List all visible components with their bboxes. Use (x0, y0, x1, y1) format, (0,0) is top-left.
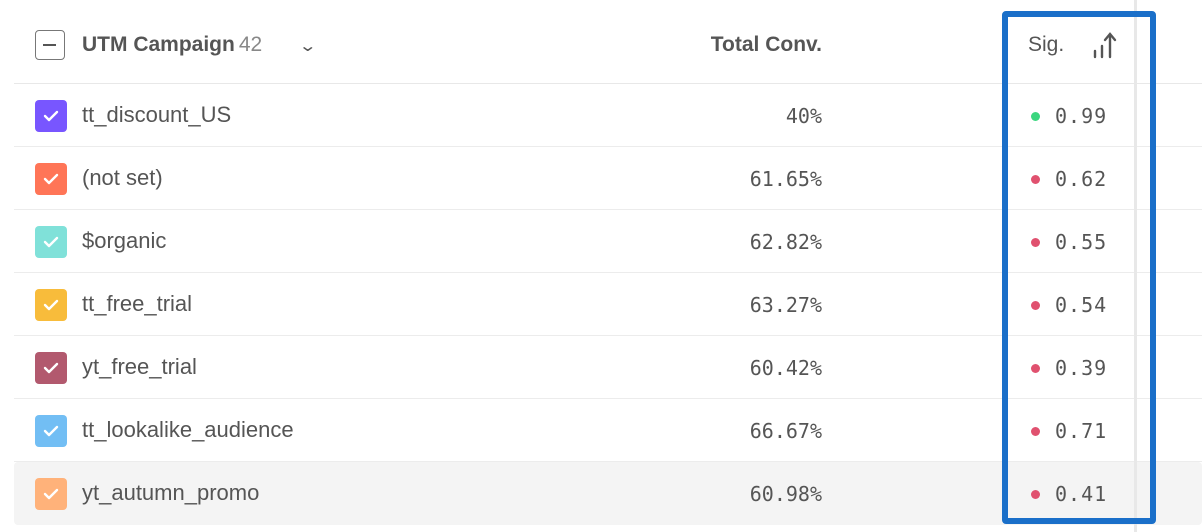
row-checkbox[interactable] (35, 415, 67, 447)
check-icon (43, 236, 59, 248)
sig-value: 0.39 (1055, 356, 1108, 380)
dimension-count: 42 (238, 33, 263, 56)
table-row[interactable]: (not set) 61.65% 0.62 (14, 147, 1202, 210)
row-checkbox[interactable] (35, 352, 67, 384)
significance-dot-icon (1031, 490, 1040, 499)
significance-dot-icon (1031, 427, 1040, 436)
check-icon (43, 110, 59, 122)
campaign-name: yt_free_trial (82, 354, 197, 379)
total-conv-value: 62.82% (749, 230, 822, 254)
row-checkbox[interactable] (35, 226, 67, 258)
campaign-name: (not set) (82, 165, 163, 190)
dimension-header[interactable]: UTM Campaign 42 (82, 33, 262, 57)
significance-dot-icon (1031, 112, 1040, 121)
table-row[interactable]: yt_autumn_promo 60.98% 0.41 (14, 462, 1202, 525)
total-conv-value: 60.98% (749, 482, 822, 506)
check-icon (43, 299, 59, 311)
select-all-checkbox[interactable] (35, 30, 65, 60)
check-icon (43, 362, 59, 374)
dimension-label: UTM Campaign (82, 33, 235, 56)
check-icon (43, 488, 59, 500)
campaign-name: tt_lookalike_audience (82, 417, 294, 442)
total-conv-value: 40% (785, 104, 822, 128)
total-conv-value: 60.42% (749, 356, 822, 380)
total-conv-value: 66.67% (749, 419, 822, 443)
row-checkbox[interactable] (35, 100, 67, 132)
sig-header[interactable]: Sig. (1028, 33, 1065, 56)
significance-dot-icon (1031, 301, 1040, 310)
sig-value: 0.54 (1055, 293, 1108, 317)
total-conv-value: 61.65% (749, 167, 822, 191)
campaign-name: $organic (82, 228, 167, 253)
chevron-down-icon[interactable]: ⌄ (298, 36, 318, 55)
sig-value: 0.55 (1055, 230, 1108, 254)
sig-value: 0.99 (1055, 104, 1108, 128)
total-conv-value: 63.27% (749, 293, 822, 317)
sort-ascending-icon[interactable] (1092, 31, 1122, 59)
sig-value: 0.41 (1055, 482, 1108, 506)
sig-value: 0.62 (1055, 167, 1108, 191)
table-row[interactable]: tt_discount_US 40% 0.99 (14, 84, 1202, 147)
total-conv-header[interactable]: Total Conv. (710, 33, 822, 56)
row-checkbox[interactable] (35, 163, 67, 195)
table-row[interactable]: tt_free_trial 63.27% 0.54 (14, 273, 1202, 336)
row-checkbox[interactable] (35, 478, 67, 510)
significance-dot-icon (1031, 238, 1040, 247)
campaign-name: yt_autumn_promo (82, 480, 260, 505)
campaign-name: tt_discount_US (82, 102, 232, 127)
check-icon (43, 173, 59, 185)
column-divider (1134, 0, 1137, 532)
significance-dot-icon (1031, 175, 1040, 184)
sig-value: 0.71 (1055, 419, 1108, 443)
table-row[interactable]: $organic 62.82% 0.55 (14, 210, 1202, 273)
significance-dot-icon (1031, 364, 1040, 373)
table-row[interactable]: yt_free_trial 60.42% 0.39 (14, 336, 1202, 399)
campaign-name: tt_free_trial (82, 291, 193, 316)
table-row[interactable]: tt_lookalike_audience 66.67% 0.71 (14, 399, 1202, 462)
table-header: UTM Campaign 42 ⌄ Total Conv. Sig. (14, 0, 1202, 84)
check-icon (43, 425, 59, 437)
row-checkbox[interactable] (35, 289, 67, 321)
